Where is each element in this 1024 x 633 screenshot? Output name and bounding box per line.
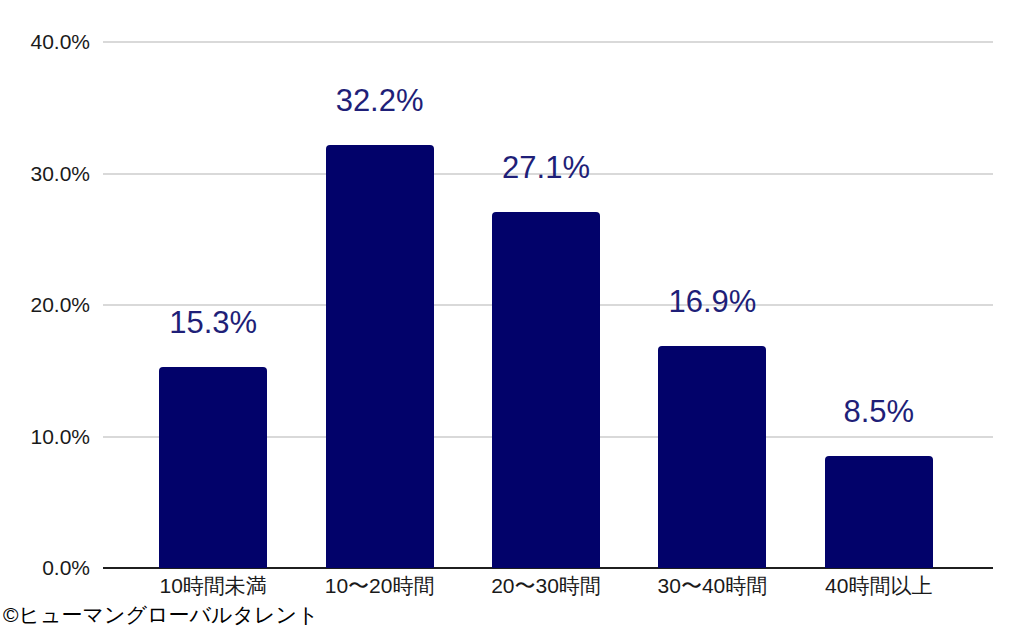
bar-1 [159,367,267,568]
x-axis-label-3: 20〜30時間 [461,573,631,599]
y-axis-tick-0: 0.0% [10,555,90,581]
gridline-40 [103,41,993,43]
x-axis-label-5: 40時間以上 [794,573,964,599]
y-axis-tick-10: 10.0% [10,424,90,450]
bar-chart: 15.3% 32.2% 27.1% 16.9% 8.5% 40.0% 30.0% 20.0%… [0,0,1024,633]
bar-value-label-4: 16.9% [622,284,802,320]
y-axis-tick-30: 30.0% [10,161,90,187]
x-axis-label-1: 10時間未満 [128,573,298,599]
bar-value-label-5: 8.5% [789,394,969,430]
y-axis-tick-40: 40.0% [10,29,90,55]
bar-5 [825,456,933,568]
bar-2 [326,145,434,568]
plot-area: 15.3% 32.2% 27.1% 16.9% 8.5% [103,42,993,568]
copyright-text: ©ヒューマングローバルタレント [3,602,318,628]
bar-value-label-1: 15.3% [123,305,303,341]
y-axis-tick-20: 20.0% [10,292,90,318]
x-axis-label-2: 10〜20時間 [295,573,465,599]
x-axis-label-4: 30〜40時間 [627,573,797,599]
bar-value-label-2: 32.2% [290,83,470,119]
bar-3 [492,212,600,568]
bar-value-label-3: 27.1% [456,150,636,186]
bar-4 [658,346,766,568]
